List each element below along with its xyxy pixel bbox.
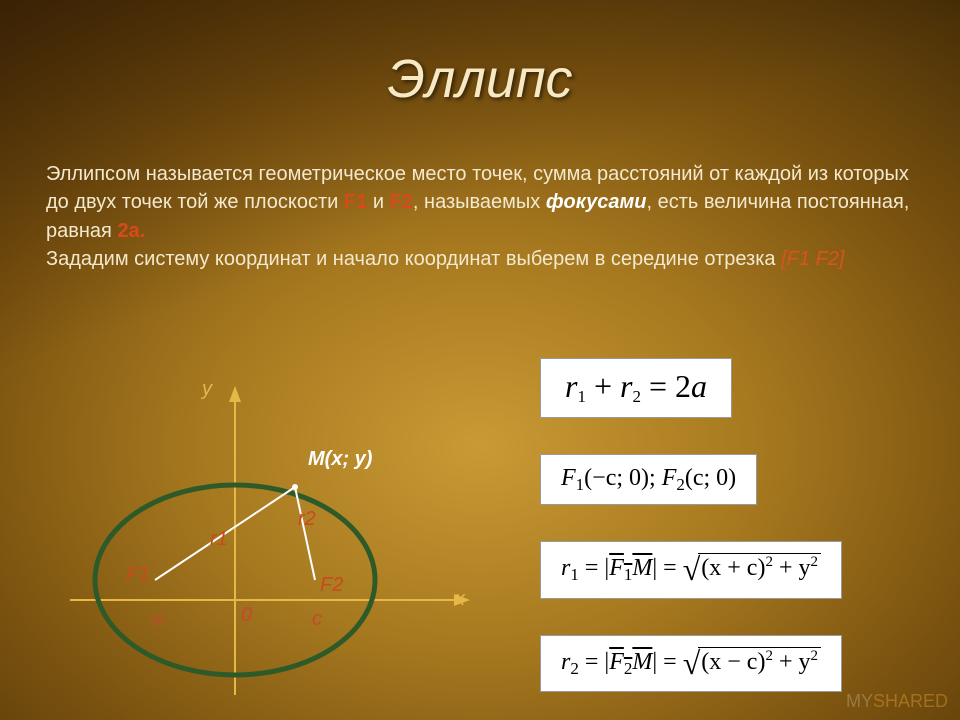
focus1-label: F1: [344, 191, 367, 213]
sym: (x + c): [701, 555, 765, 581]
two-a: 2a.: [117, 220, 145, 242]
sym: r: [561, 649, 570, 675]
sym: 2: [765, 554, 773, 570]
sym: F: [609, 649, 624, 675]
sym: a: [691, 368, 707, 404]
sym: 2: [632, 387, 641, 406]
sym: +: [586, 368, 620, 404]
sym: = |: [579, 649, 609, 675]
watermark-a: MY: [846, 691, 873, 711]
sym: = |: [579, 555, 609, 581]
sym: 2: [570, 659, 579, 678]
sym: F: [561, 465, 576, 491]
minus-c-label: -c: [148, 608, 165, 631]
c-label: c: [312, 608, 322, 631]
segment-label: [F1 F2]: [781, 248, 844, 270]
f1-label: F1: [126, 564, 149, 587]
formula-foci: F1(−c; 0); F2(c; 0): [540, 454, 757, 506]
definition-text: Эллипсом называется геометрическое место…: [46, 160, 914, 274]
text-span: , называемых: [413, 191, 546, 213]
sym: 2: [765, 648, 773, 664]
sym: r: [565, 368, 577, 404]
formula-sum: r1 + r2 = 2a: [540, 358, 732, 418]
sym: (x − c): [701, 649, 765, 675]
y-label: y: [202, 378, 212, 401]
point-m: [292, 484, 298, 490]
sym: + y: [773, 555, 811, 581]
focus2-label: F2: [390, 191, 413, 213]
r1-label: r1: [210, 528, 228, 551]
sym: F: [662, 465, 677, 491]
watermark-b: SHARED: [873, 691, 948, 711]
sym: (−c; 0);: [584, 465, 662, 491]
text-span: и: [367, 191, 389, 213]
sym: M: [632, 649, 652, 675]
sym: F: [609, 555, 624, 581]
watermark: MYSHARED: [846, 691, 948, 712]
sym: r: [620, 368, 632, 404]
sym: | =: [652, 555, 682, 581]
ellipse-diagram: y x 0 -c c F1 F2 r1 r2 M(x; y): [60, 380, 480, 700]
x-label: x: [455, 588, 465, 611]
slide-title: Эллипс: [0, 48, 960, 110]
origin-label: 0: [241, 604, 252, 627]
formula-r1: r1 = |F1M| = √(x + c)2 + y2: [540, 541, 842, 598]
sym: r: [561, 555, 570, 581]
foci-term: фокусами: [546, 191, 647, 213]
sym: 1: [576, 475, 585, 494]
sym: (c; 0): [685, 465, 736, 491]
sym: | =: [652, 649, 682, 675]
f2-label: F2: [320, 574, 343, 597]
m-label: M(x; y): [308, 448, 372, 471]
sym: M: [632, 555, 652, 581]
slide: Эллипс Эллипсом называется геометрическо…: [0, 0, 960, 720]
r2-label: r2: [298, 508, 316, 531]
formula-r2: r2 = |F2M| = √(x − c)2 + y2: [540, 635, 842, 692]
diagram-svg: [60, 380, 480, 700]
sym: 1: [577, 387, 586, 406]
sym: + y: [773, 649, 811, 675]
sym: 2: [810, 648, 818, 664]
sym: = 2: [641, 368, 691, 404]
text-span: Зададим систему координат и начало коорд…: [46, 248, 781, 270]
formula-stack: r1 + r2 = 2a F1(−c; 0); F2(c; 0) r1 = |F…: [540, 340, 920, 710]
sym: 2: [810, 554, 818, 570]
sym: 2: [676, 475, 685, 494]
sym: 1: [570, 565, 579, 584]
